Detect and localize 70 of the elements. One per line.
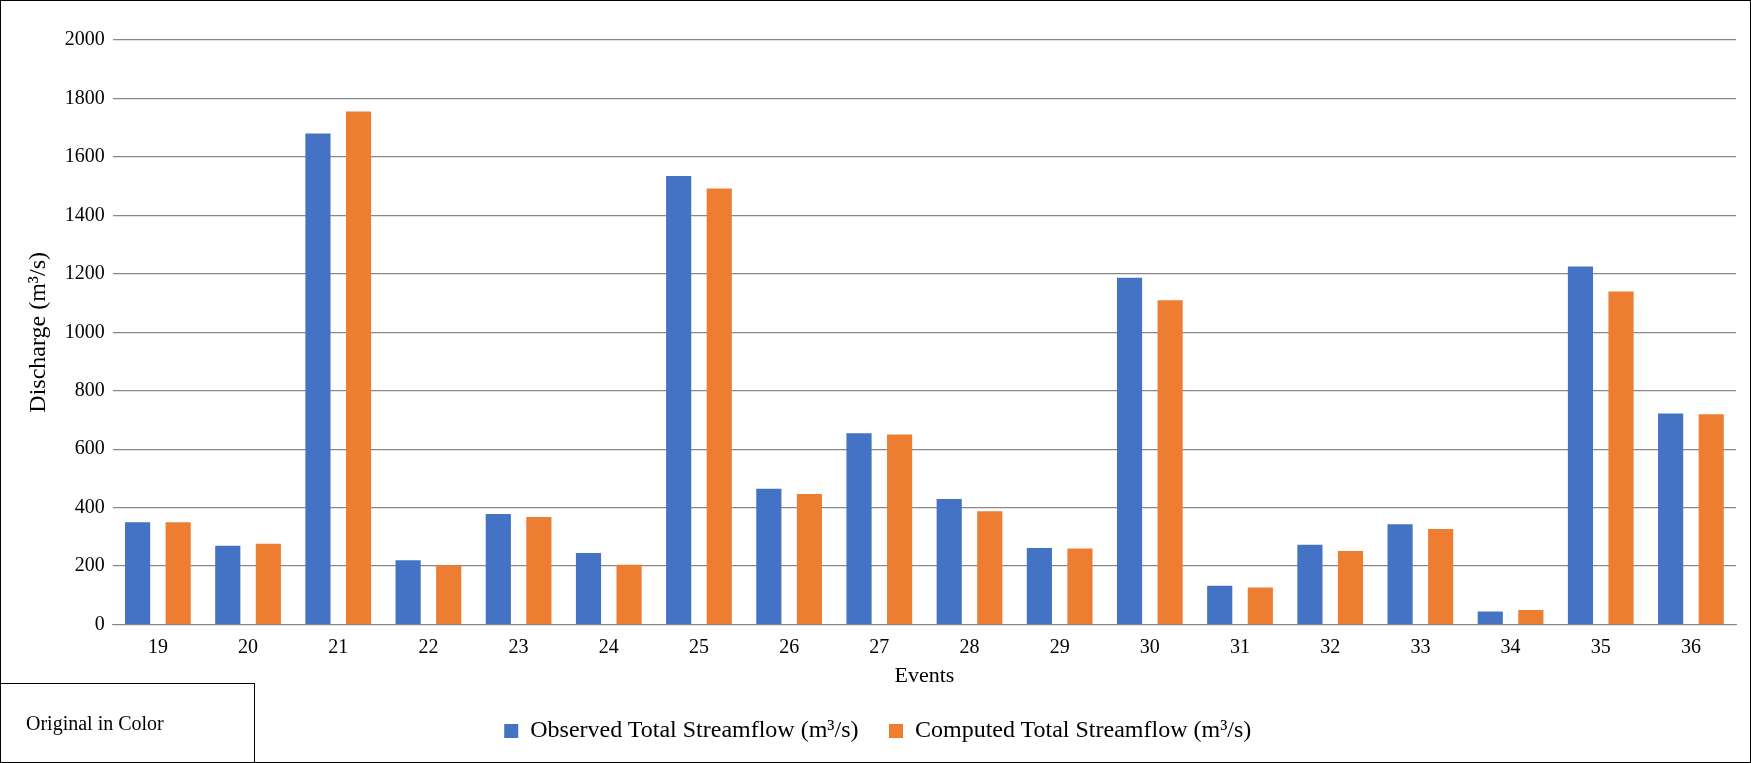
bar bbox=[1428, 529, 1454, 624]
y-tick-label: 1400 bbox=[64, 202, 105, 225]
bar bbox=[485, 514, 511, 624]
x-tick-label: 22 bbox=[418, 634, 439, 657]
x-tick-label: 36 bbox=[1680, 634, 1701, 657]
y-tick-label: 400 bbox=[74, 494, 105, 517]
bar bbox=[1297, 544, 1323, 624]
bar bbox=[125, 522, 151, 624]
bar bbox=[706, 188, 732, 624]
y-tick-label: 200 bbox=[74, 553, 105, 576]
bar bbox=[305, 133, 331, 624]
bar bbox=[846, 433, 872, 624]
bar bbox=[1698, 414, 1724, 624]
bar bbox=[1247, 587, 1273, 624]
x-tick-label: 24 bbox=[598, 634, 619, 657]
x-tick-label: 19 bbox=[147, 634, 168, 657]
bar bbox=[526, 517, 552, 624]
x-tick-label: 27 bbox=[869, 634, 890, 657]
legend-label: Computed Total Streamflow (m³/s) bbox=[914, 716, 1252, 743]
y-tick-label: 2000 bbox=[64, 27, 105, 50]
x-axis-title: Events bbox=[894, 661, 955, 687]
bar bbox=[575, 552, 602, 624]
text: Original in Color bbox=[0, 683, 255, 763]
bar bbox=[395, 560, 421, 624]
legend-label: Observed Total Streamflow (m³/s) bbox=[530, 716, 859, 743]
bar bbox=[1207, 585, 1233, 624]
bar bbox=[255, 543, 281, 624]
y-tick-label: 1200 bbox=[64, 261, 105, 284]
y-tick-label: 1600 bbox=[64, 144, 105, 167]
x-tick-label: 29 bbox=[1049, 634, 1070, 657]
x-tick-label: 31 bbox=[1230, 634, 1251, 657]
bar bbox=[215, 545, 241, 624]
x-tick-label: 25 bbox=[688, 634, 709, 657]
bar bbox=[887, 434, 913, 624]
x-tick-label: 21 bbox=[328, 634, 349, 657]
y-tick-label: 600 bbox=[74, 436, 105, 459]
x-tick-label: 20 bbox=[238, 634, 259, 657]
bar bbox=[1658, 413, 1684, 624]
bar bbox=[436, 565, 462, 624]
x-tick-label: 34 bbox=[1500, 634, 1521, 657]
x-tick-label: 23 bbox=[508, 634, 529, 657]
bar bbox=[1567, 266, 1594, 624]
bar bbox=[936, 498, 962, 624]
bar bbox=[1477, 611, 1503, 624]
y-tick-label: 1000 bbox=[64, 319, 105, 342]
x-tick-label: 26 bbox=[779, 634, 800, 657]
bar bbox=[165, 522, 191, 624]
x-tick-label: 28 bbox=[959, 634, 980, 657]
bar bbox=[977, 511, 1003, 624]
y-tick-label: 1800 bbox=[64, 85, 105, 108]
bar bbox=[345, 111, 372, 624]
bar bbox=[666, 175, 692, 624]
bar bbox=[1157, 300, 1183, 624]
y-axis-title: Discharge (m³/s) bbox=[23, 251, 50, 413]
bar bbox=[1387, 524, 1413, 624]
bar bbox=[1116, 277, 1143, 624]
bar bbox=[796, 493, 822, 624]
x-tick-label: 30 bbox=[1139, 634, 1160, 657]
x-tick-label: 35 bbox=[1590, 634, 1611, 657]
bar bbox=[1518, 609, 1544, 624]
bar bbox=[1608, 291, 1634, 624]
x-tick-label: 32 bbox=[1320, 634, 1341, 657]
y-tick-label: 0 bbox=[94, 611, 105, 634]
y-tick-label: 800 bbox=[74, 378, 105, 401]
bar bbox=[1337, 550, 1364, 624]
bar bbox=[1067, 548, 1093, 624]
bar bbox=[616, 564, 642, 624]
bar bbox=[756, 488, 782, 624]
x-tick-label: 33 bbox=[1410, 634, 1431, 657]
bar bbox=[1026, 548, 1052, 624]
